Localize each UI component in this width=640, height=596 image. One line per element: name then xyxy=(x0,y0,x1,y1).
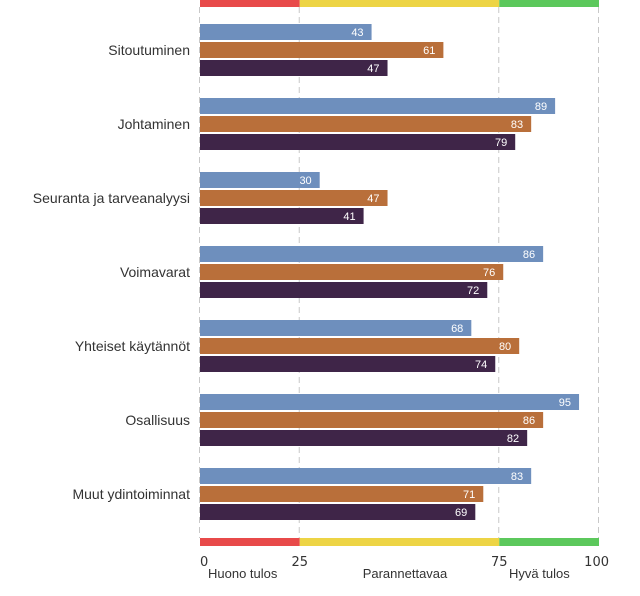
zone-label: Parannettavaa xyxy=(363,566,448,581)
bar-value-label: 86 xyxy=(523,249,535,261)
bar-series-3 xyxy=(200,356,496,372)
bar-series-2 xyxy=(200,116,532,132)
category-label: Voimavarat xyxy=(120,264,190,280)
bar-value-label: 68 xyxy=(451,323,463,335)
bar-value-label: 79 xyxy=(495,137,507,149)
bar-series-3 xyxy=(200,134,516,150)
x-tick-label: 25 xyxy=(291,555,308,570)
category-label: Johtaminen xyxy=(118,116,190,132)
bar-value-label: 80 xyxy=(499,341,511,353)
bar-series-1 xyxy=(200,172,320,188)
category-label: Osallisuus xyxy=(125,412,190,428)
bar-value-label: 83 xyxy=(511,119,523,131)
bar-value-label: 47 xyxy=(367,193,379,205)
bar-series-1 xyxy=(200,98,556,114)
zone-band-bottom-0 xyxy=(200,538,300,546)
bar-series-1 xyxy=(200,24,372,40)
bar-series-3 xyxy=(200,430,528,446)
category-label: Sitoutuminen xyxy=(108,42,190,58)
bar-series-1 xyxy=(200,246,544,262)
zone-label: Huono tulos xyxy=(208,566,278,581)
bar-series-3 xyxy=(200,504,476,520)
bar-value-label: 72 xyxy=(467,285,479,297)
bar-series-2 xyxy=(200,42,444,58)
bar-value-label: 69 xyxy=(455,507,467,519)
bar-series-1 xyxy=(200,394,580,410)
zone-band-top-2 xyxy=(499,0,599,7)
x-tick-label: 0 xyxy=(200,555,208,570)
zone-band-bottom-1 xyxy=(299,538,500,546)
bar-series-3 xyxy=(200,282,488,298)
x-tick-label: 75 xyxy=(491,555,508,570)
bar-series-1 xyxy=(200,320,472,336)
bar-series-1 xyxy=(200,468,532,484)
category-label: Muut ydintoiminnat xyxy=(72,486,190,502)
bar-series-2 xyxy=(200,338,520,354)
zone-band-top-1 xyxy=(299,0,500,7)
x-tick-label: 100 xyxy=(584,555,609,570)
bar-value-label: 74 xyxy=(475,359,487,371)
bar-value-label: 83 xyxy=(511,471,523,483)
bar-value-label: 82 xyxy=(507,433,519,445)
bar-series-2 xyxy=(200,412,544,428)
zone-label: Hyvä tulos xyxy=(509,566,570,581)
bar-value-label: 71 xyxy=(463,489,475,501)
bar-value-label: 41 xyxy=(343,211,355,223)
category-label: Yhteiset käytännöt xyxy=(75,338,190,354)
bar-series-3 xyxy=(200,208,364,224)
bar-value-label: 47 xyxy=(367,63,379,75)
zone-band-top-0 xyxy=(200,0,300,7)
bar-series-2 xyxy=(200,190,388,206)
bar-series-2 xyxy=(200,264,504,280)
bar-value-label: 89 xyxy=(535,101,547,113)
bar-value-label: 61 xyxy=(423,45,435,57)
bar-value-label: 86 xyxy=(523,415,535,427)
category-label: Seuranta ja tarveanalyysi xyxy=(33,190,190,206)
bar-value-label: 95 xyxy=(559,397,571,409)
bar-value-label: 76 xyxy=(483,267,495,279)
bar-value-label: 30 xyxy=(299,175,311,187)
bar-series-3 xyxy=(200,60,388,76)
zone-band-bottom-2 xyxy=(499,538,599,546)
bar-series-2 xyxy=(200,486,484,502)
bar-value-label: 43 xyxy=(351,27,363,39)
